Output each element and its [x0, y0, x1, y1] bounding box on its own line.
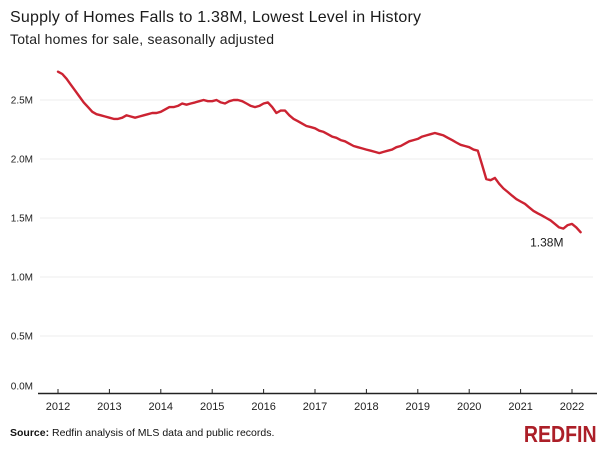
y-tick-label: 2.0M	[11, 155, 33, 166]
endpoint-value-label: 1.38M	[530, 235, 563, 249]
x-tick-label: 2013	[97, 401, 121, 413]
source-text: Redfin analysis of MLS data and public r…	[52, 427, 275, 439]
series-line	[56, 70, 582, 234]
y-tick-label: 0.0M	[11, 382, 33, 393]
chart-title: Supply of Homes Falls to 1.38M, Lowest L…	[10, 9, 422, 26]
y-tick-label: 2.5M	[11, 96, 33, 107]
x-tick-label: 2020	[457, 401, 481, 413]
x-tick-label: 2015	[200, 401, 224, 413]
source-label: Source:	[10, 427, 50, 439]
chart-subtitle: Total homes for sale, seasonally adjuste…	[10, 31, 275, 47]
y-tick-label: 1.0M	[11, 273, 33, 284]
source-note: Source: Redfin analysis of MLS data and …	[10, 427, 274, 439]
x-tick-label: 2014	[149, 401, 173, 413]
x-tick-label: 2019	[406, 401, 430, 413]
y-tick-label: 0.5M	[11, 332, 33, 343]
x-tick-label: 2017	[303, 401, 327, 413]
x-tick-label: 2016	[251, 401, 275, 413]
x-tick-label: 2018	[354, 401, 378, 413]
x-tick-label: 2021	[508, 401, 532, 413]
x-tick-label: 2012	[46, 401, 70, 413]
y-tick-label: 1.5M	[11, 214, 33, 225]
redfin-logo: REDFIN	[524, 420, 597, 448]
x-tick-label: 2022	[560, 401, 584, 413]
